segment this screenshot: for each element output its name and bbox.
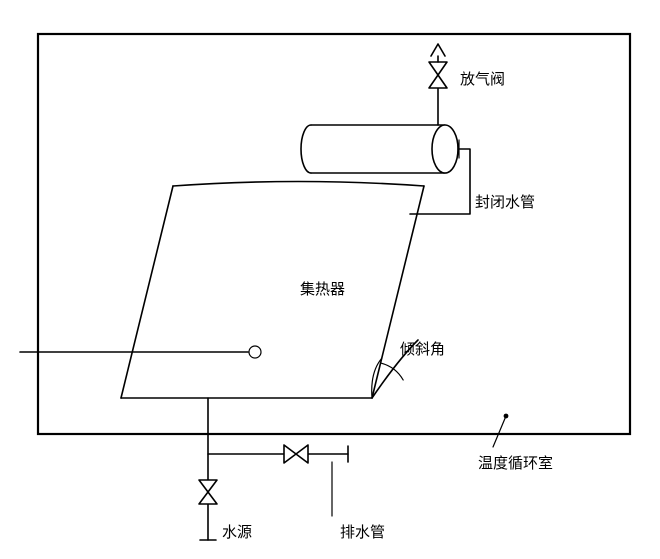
label-closed-pipe: 封闭水管 [475, 191, 535, 212]
diagram-stage: 放气阀 封闭水管 集热器 倾斜角 温度循环室 水源 排水管 [0, 0, 660, 559]
label-tilt-angle: 倾斜角 [400, 338, 445, 359]
label-collector: 集热器 [300, 278, 345, 299]
label-release-valve: 放气阀 [460, 68, 505, 89]
label-water-source: 水源 [222, 521, 252, 542]
label-drain-pipe: 排水管 [340, 521, 385, 542]
label-chamber: 温度循环室 [478, 452, 553, 473]
